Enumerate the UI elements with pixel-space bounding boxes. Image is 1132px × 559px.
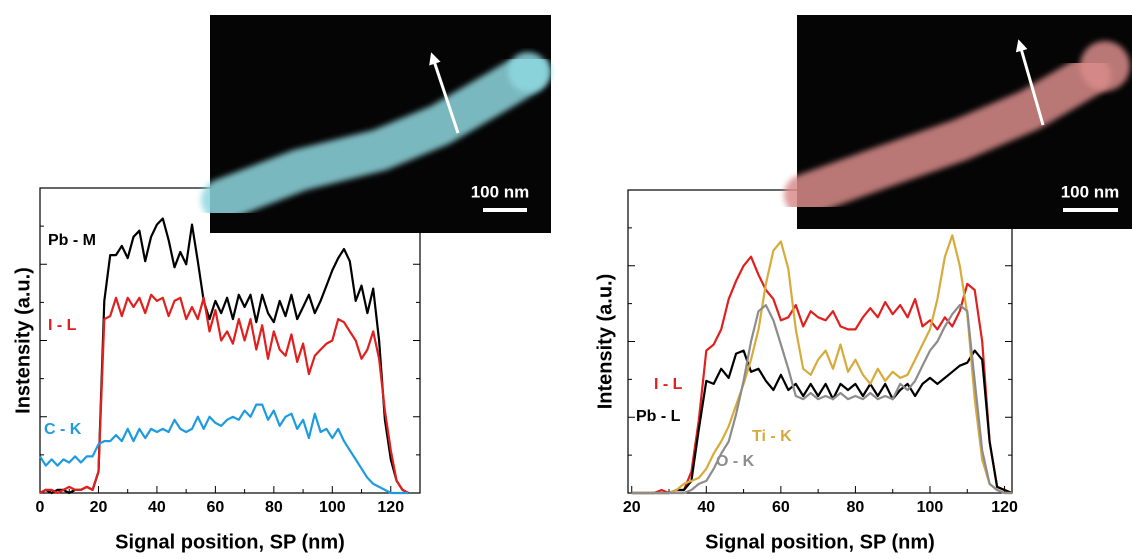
inset-image: 100 nm <box>784 15 1132 229</box>
series-line <box>631 349 1013 495</box>
series-line <box>631 234 1012 495</box>
x-tick-label: 120 <box>377 499 404 516</box>
series-label: I - L <box>48 317 77 334</box>
scan-arrow <box>1015 39 1045 126</box>
x-tick-label: 80 <box>847 499 865 516</box>
series-label: I - L <box>654 376 683 393</box>
nanorod <box>784 54 1111 216</box>
plot-frame <box>627 189 1013 494</box>
series-label: Pb - M <box>48 232 96 249</box>
x-tick-label: 100 <box>319 499 346 516</box>
y-axis-label: Intensity (a.u.) <box>594 274 616 410</box>
series-line <box>39 403 409 495</box>
series-label: Pb - L <box>636 408 681 425</box>
nanorod-tip <box>508 52 548 92</box>
y-axis-label: Instensity (a.u.) <box>12 267 34 414</box>
x-tick-label: 60 <box>772 499 790 516</box>
x-tick-label: 20 <box>623 499 641 516</box>
scan-arrow <box>429 52 460 134</box>
series-label: Ti - K <box>752 428 792 445</box>
series-label: C - K <box>44 421 82 438</box>
x-tick-label: 120 <box>991 499 1018 516</box>
inset-image: 100 nm <box>201 15 551 233</box>
series-label: O - K <box>716 453 755 470</box>
series-line <box>39 293 409 495</box>
scale-bar-label: 100 nm <box>1061 182 1120 201</box>
x-tick-label: 40 <box>148 499 166 516</box>
nanorod <box>201 51 551 221</box>
scale-bar-label: 100 nm <box>471 182 530 201</box>
series-line <box>631 304 1012 495</box>
x-tick-label: 20 <box>90 499 108 516</box>
x-axis-label: Signal position, SP (nm) <box>115 531 345 553</box>
x-axis-label: Signal position, SP (nm) <box>705 531 935 553</box>
x-tick-label: 100 <box>917 499 944 516</box>
x-tick-label: 80 <box>265 499 283 516</box>
x-tick-label: 60 <box>206 499 224 516</box>
series-line <box>631 255 1013 495</box>
x-tick-label: 40 <box>697 499 715 516</box>
nanorod-tip <box>1080 41 1130 91</box>
x-tick-label: 0 <box>36 499 45 516</box>
